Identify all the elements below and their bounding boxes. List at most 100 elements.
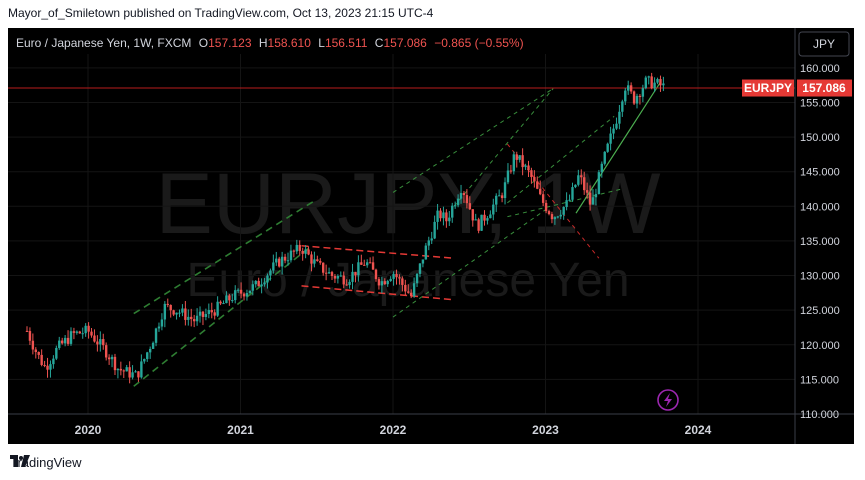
candle-body (533, 177, 536, 182)
candle-body (78, 331, 81, 334)
wedge-green-dash-a (507, 188, 622, 218)
candle-body (322, 262, 325, 273)
candle-body (591, 197, 595, 205)
candle-body (122, 370, 125, 372)
price-tick-label: 115.000 (800, 374, 839, 386)
candle-body (539, 188, 542, 195)
candle-body (527, 165, 530, 171)
candle-body (395, 273, 398, 278)
candle-body (93, 335, 96, 342)
candle-body (471, 209, 474, 221)
candle-body (574, 184, 577, 188)
candle-body (421, 259, 425, 264)
candle-body (104, 345, 108, 358)
time-tick-label: 2022 (380, 423, 407, 437)
candle-body (225, 295, 228, 304)
candle-body (49, 364, 52, 370)
price-axis[interactable]: 160.000 155.000 150.000 145.000 140.000 135.0… (800, 63, 840, 421)
candle-body (489, 214, 492, 219)
candle-body (453, 205, 457, 207)
candle-body (383, 281, 386, 285)
candle-body (254, 280, 257, 285)
candle-body (131, 372, 134, 378)
candle-body (448, 217, 451, 222)
candle-body (272, 262, 275, 271)
candle-body (565, 200, 568, 207)
candle-body (181, 308, 184, 313)
candle-body (615, 123, 618, 129)
lightning-icon[interactable] (657, 389, 679, 411)
time-axis[interactable]: 2020 2021 2022 2023 2024 (75, 423, 712, 437)
candle-body (430, 238, 433, 241)
candle-body (644, 77, 647, 89)
candle-body (154, 328, 158, 343)
candle-body (216, 301, 219, 316)
candle-body (609, 133, 612, 144)
candle-body (439, 210, 442, 219)
candle-body (445, 212, 448, 222)
time-tick-label: 2023 (532, 423, 559, 437)
price-tick-label: 125.000 (800, 305, 840, 317)
candle-body (512, 154, 516, 172)
candle-body (327, 272, 331, 274)
price-chart[interactable]: EURJPY, 1W Euro / Japanese Yen Euro / Ja… (8, 28, 854, 444)
candle-body (236, 289, 240, 291)
chart-panel[interactable]: EURJPY, 1W Euro / Japanese Yen Euro / Ja… (8, 28, 854, 444)
flag-upper-line (301, 245, 455, 259)
candle-body (204, 314, 208, 317)
channel-lower-line (133, 247, 310, 387)
candle-body (618, 111, 621, 124)
price-tick-label: 120.000 (800, 340, 840, 352)
candle-body (547, 211, 551, 215)
candle-body (550, 214, 554, 220)
candle-body (621, 101, 624, 112)
uptrend-lower-line (392, 209, 546, 318)
candle-body (330, 272, 334, 277)
time-tick-label: 2021 (227, 423, 254, 437)
candle-body (544, 202, 548, 212)
close-label: C (375, 36, 384, 50)
candle-body (239, 289, 243, 294)
candle-body (324, 272, 328, 274)
candle-body (295, 244, 299, 252)
candle-body (354, 271, 357, 276)
candle-body (357, 262, 360, 276)
candle-body (342, 275, 345, 285)
candle-body (404, 284, 407, 292)
candle-body (143, 358, 146, 362)
candle-body (647, 76, 650, 78)
candle-body (650, 76, 653, 89)
candle-body (559, 214, 562, 217)
candle-body (213, 312, 216, 316)
close-value: 157.086 (383, 36, 427, 50)
candle-body (571, 187, 574, 200)
candle-body (468, 203, 472, 210)
price-tick-label: 150.000 (800, 132, 840, 144)
candle-body (137, 371, 140, 378)
candle-body (63, 337, 67, 344)
candle-body (436, 210, 439, 222)
candle-body (398, 277, 401, 279)
candle-body (401, 278, 404, 285)
candle-body (207, 310, 211, 315)
price-tick-label: 160.000 (800, 63, 840, 75)
candle-body (380, 281, 384, 286)
candle-body (368, 262, 372, 264)
candle-body (289, 250, 293, 261)
low-label: L (318, 36, 325, 50)
candle-body (66, 337, 70, 344)
candle-body (386, 281, 389, 285)
candle-body (553, 217, 557, 220)
watermark-name: Euro / Japanese Yen (186, 254, 629, 307)
candle-body (260, 284, 263, 287)
candle-body (506, 170, 510, 183)
candle-body (172, 310, 175, 315)
candle-body (280, 256, 284, 267)
candle-body (31, 340, 35, 350)
candle-body (465, 195, 469, 204)
candle-body (198, 311, 202, 316)
currency-button[interactable]: JPY (798, 31, 850, 57)
candle-body (606, 143, 609, 152)
candle-body (389, 278, 392, 282)
candle-body (462, 193, 466, 196)
